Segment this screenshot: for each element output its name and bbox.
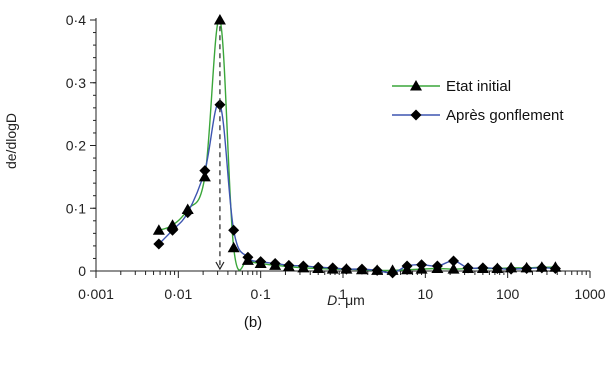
figure-caption: (b)	[244, 314, 262, 331]
data-point-diamond	[416, 259, 428, 271]
x-axis-title-unit: : μm	[337, 292, 365, 308]
x-tick-label: 100	[496, 286, 520, 302]
data-point-diamond	[297, 260, 309, 272]
x-axis-title: D: μm	[327, 292, 365, 308]
data-point-diamond	[269, 257, 281, 269]
y-tick-label: 0·3	[66, 75, 86, 91]
legend: Etat initial Après gonflement	[392, 78, 564, 124]
y-tick-label: 0·2	[66, 138, 86, 154]
data-point-triangle	[213, 14, 226, 25]
plot-area	[152, 14, 562, 279]
y-axis: 0 0·1 0·2 0·3 0·4	[66, 12, 97, 279]
data-point-diamond	[356, 263, 368, 275]
x-tick-label: 0·1	[251, 286, 271, 302]
data-point-diamond	[242, 251, 254, 263]
data-point-diamond	[521, 262, 533, 274]
data-point-diamond	[431, 260, 443, 272]
data-point-diamond	[312, 261, 324, 273]
arrow-head	[215, 261, 225, 271]
legend-marker-diamond	[410, 109, 422, 121]
data-point-diamond	[448, 255, 460, 267]
data-point-triangle	[152, 224, 165, 235]
y-tick-label: 0·1	[66, 200, 86, 216]
y-axis-title: de/dlogD	[3, 113, 19, 169]
data-point-diamond	[214, 99, 226, 111]
series-line-0	[158, 18, 556, 272]
x-tick-label: 1	[339, 286, 347, 302]
x-tick-label: 1000	[574, 286, 605, 302]
legend-label-0: Etat initial	[446, 78, 511, 95]
x-tick-label: 0·001	[78, 286, 114, 302]
data-point-diamond	[199, 165, 211, 177]
data-point-diamond	[491, 262, 503, 274]
data-point-triangle	[198, 170, 211, 182]
data-point-diamond	[401, 260, 413, 272]
data-point-triangle	[447, 263, 460, 274]
data-point-diamond	[536, 262, 548, 274]
x-tick-label: 0·01	[164, 286, 192, 302]
dashed-arrow	[215, 26, 225, 271]
x-axis-title-variable: D	[327, 292, 337, 308]
data-point-diamond	[505, 263, 517, 275]
legend-marker-triangle	[410, 80, 422, 91]
data-point-diamond	[462, 262, 474, 274]
data-point-diamond	[340, 263, 352, 275]
series-line-1	[158, 102, 556, 274]
data-point-diamond	[387, 267, 399, 279]
legend-label-1: Après gonflement	[446, 107, 564, 124]
data-point-diamond	[228, 224, 240, 236]
data-point-diamond	[283, 259, 295, 271]
data-point-diamond	[477, 262, 489, 274]
data-point-diamond	[182, 207, 194, 219]
x-tick-label: 10	[418, 286, 434, 302]
data-point-diamond	[153, 238, 165, 250]
x-axis: 0·001 0·01 0·1 1 10 100 1000	[78, 270, 606, 302]
data-point-diamond	[167, 224, 179, 236]
data-point-diamond	[255, 256, 267, 268]
data-point-triangle	[166, 219, 179, 230]
data-point-diamond	[327, 262, 339, 274]
y-tick-label: 0·4	[66, 12, 86, 28]
y-tick-label: 0	[78, 263, 86, 279]
data-point-triangle	[227, 241, 240, 253]
data-point-diamond	[371, 264, 383, 276]
data-point-diamond	[549, 262, 561, 274]
